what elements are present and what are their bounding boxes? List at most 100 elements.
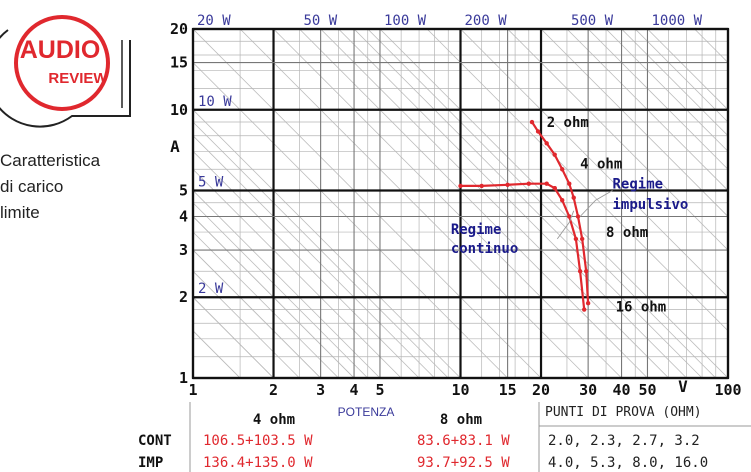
power-line-4w bbox=[193, 215, 355, 378]
y-axis-title: A bbox=[170, 137, 180, 156]
annotation-leader-1 bbox=[579, 190, 613, 217]
series-2-point-3 bbox=[544, 141, 549, 146]
power-line-500w bbox=[566, 29, 728, 192]
y-tick-15: 15 bbox=[170, 54, 188, 72]
power-line-40w bbox=[273, 29, 622, 378]
logo-audio-text: AUDIO bbox=[20, 36, 101, 64]
header-punti: PUNTI DI PROVA (OHM) bbox=[545, 405, 702, 420]
logo-review-text: REVIEW bbox=[48, 70, 108, 87]
series-1-point-5 bbox=[544, 181, 549, 186]
series-curve-3 bbox=[553, 187, 586, 310]
y-tick-2: 2 bbox=[179, 288, 188, 306]
series-2-point-1 bbox=[529, 119, 535, 125]
series-3-point-4 bbox=[573, 236, 579, 242]
series-1-point-1 bbox=[458, 183, 463, 189]
row-imp-punti: 4.0, 5.3, 8.0, 16.0 bbox=[548, 455, 708, 471]
series-3-point-1 bbox=[552, 185, 557, 191]
y-tick-5: 5 bbox=[179, 182, 188, 200]
row-imp-label: IMP bbox=[138, 455, 163, 471]
power-label-500w: 500 W bbox=[571, 13, 614, 29]
power-line-30w bbox=[239, 29, 589, 378]
load-label-4-ohm: 4 ohm bbox=[580, 157, 622, 173]
x-tick-3: 3 bbox=[316, 381, 325, 399]
power-line-2.5w bbox=[193, 270, 300, 378]
power-label-1000w: 1000 W bbox=[651, 13, 702, 29]
series-3-point-3 bbox=[567, 214, 572, 219]
power-line-70w bbox=[338, 29, 687, 378]
power-line-1000w bbox=[647, 29, 728, 111]
x-tick-100: 100 bbox=[714, 381, 741, 399]
series-2-point-10 bbox=[583, 269, 589, 274]
power-table: 4 ohm POTENZA 8 ohm PUNTI DI PROVA (OHM)… bbox=[138, 402, 751, 472]
power-line-60w bbox=[320, 29, 669, 378]
x-tick-10: 10 bbox=[451, 381, 469, 399]
power-line-800w bbox=[621, 29, 728, 137]
annotation-3: Regime bbox=[612, 177, 663, 193]
power-line-400w bbox=[540, 29, 728, 218]
power-line-300w bbox=[507, 29, 728, 251]
series-2-point-7 bbox=[571, 195, 576, 200]
power-line-200w bbox=[460, 29, 728, 298]
series-3-point-6 bbox=[581, 307, 587, 312]
series-2-point-6 bbox=[567, 181, 572, 186]
power-line-150w bbox=[426, 29, 728, 332]
x-tick-2: 2 bbox=[269, 381, 278, 399]
header-8ohm: 8 ohm bbox=[440, 412, 482, 428]
power-label-2w: 2 W bbox=[198, 281, 224, 297]
series-layer bbox=[458, 119, 591, 312]
annotation-4: impulsivo bbox=[612, 197, 688, 213]
x-axis-title: V bbox=[678, 377, 688, 396]
caption-line-2: di carico bbox=[0, 177, 63, 196]
power-line-900w bbox=[634, 29, 728, 123]
power-label-50w: 50 W bbox=[303, 13, 337, 29]
series-2-point-8 bbox=[575, 214, 581, 219]
power-hyperbolas bbox=[193, 29, 728, 378]
series-2-point-5 bbox=[560, 167, 565, 172]
series-2-point-2 bbox=[535, 129, 541, 134]
x-tick-4: 4 bbox=[350, 381, 359, 399]
audio-review-logo: AUDIO REVIEW bbox=[0, 15, 131, 128]
power-line-8w bbox=[193, 135, 435, 378]
power-line-700w bbox=[605, 29, 728, 152]
row-cont-label: CONT bbox=[138, 433, 172, 449]
series-1-point-2 bbox=[479, 183, 484, 189]
power-line-100w bbox=[379, 29, 728, 378]
power-line-15w bbox=[193, 61, 508, 378]
x-tick-30: 30 bbox=[579, 381, 597, 399]
y-tick-20: 20 bbox=[170, 20, 188, 38]
logo-ring bbox=[14, 15, 110, 111]
power-label-5w: 5 W bbox=[198, 175, 224, 191]
x-tick-20: 20 bbox=[532, 381, 550, 399]
header-4ohm: 4 ohm bbox=[253, 412, 295, 428]
plot-frame bbox=[191, 27, 730, 380]
x-tick-50: 50 bbox=[638, 381, 656, 399]
series-2-point-4 bbox=[552, 152, 557, 157]
power-line-7w bbox=[193, 150, 420, 378]
series-2-point-11 bbox=[585, 301, 591, 306]
row-cont-punti: 2.0, 2.3, 2.7, 3.2 bbox=[548, 433, 700, 449]
x-tick-5: 5 bbox=[375, 381, 384, 399]
row-imp-8ohm: 93.7+92.5 W bbox=[417, 455, 510, 471]
power-label-10w: 10 W bbox=[198, 94, 232, 110]
y-tick-10: 10 bbox=[170, 101, 188, 119]
series-1-point-4 bbox=[526, 181, 531, 186]
row-imp-4ohm: 136.4+135.0 W bbox=[203, 455, 313, 471]
power-label-100w: 100 W bbox=[384, 13, 427, 29]
power-line-5w bbox=[193, 189, 381, 378]
x-tick-1: 1 bbox=[188, 381, 197, 399]
power-line-2w bbox=[193, 296, 274, 378]
x-tick-40: 40 bbox=[613, 381, 631, 399]
y-tick-1: 1 bbox=[179, 369, 188, 387]
caption-line-3: limite bbox=[0, 203, 40, 222]
power-line-50w bbox=[299, 29, 648, 378]
series-3-point-2 bbox=[560, 198, 565, 203]
annotation-leader-2 bbox=[556, 210, 575, 240]
power-label-200w: 200 W bbox=[465, 13, 508, 29]
y-tick-4: 4 bbox=[179, 207, 188, 225]
load-label-2-ohm: 2 ohm bbox=[547, 115, 589, 131]
header-potenza: POTENZA bbox=[338, 405, 395, 419]
row-cont-8ohm: 83.6+83.1 W bbox=[417, 433, 510, 449]
load-label-8-ohm: 8 ohm bbox=[606, 225, 648, 241]
